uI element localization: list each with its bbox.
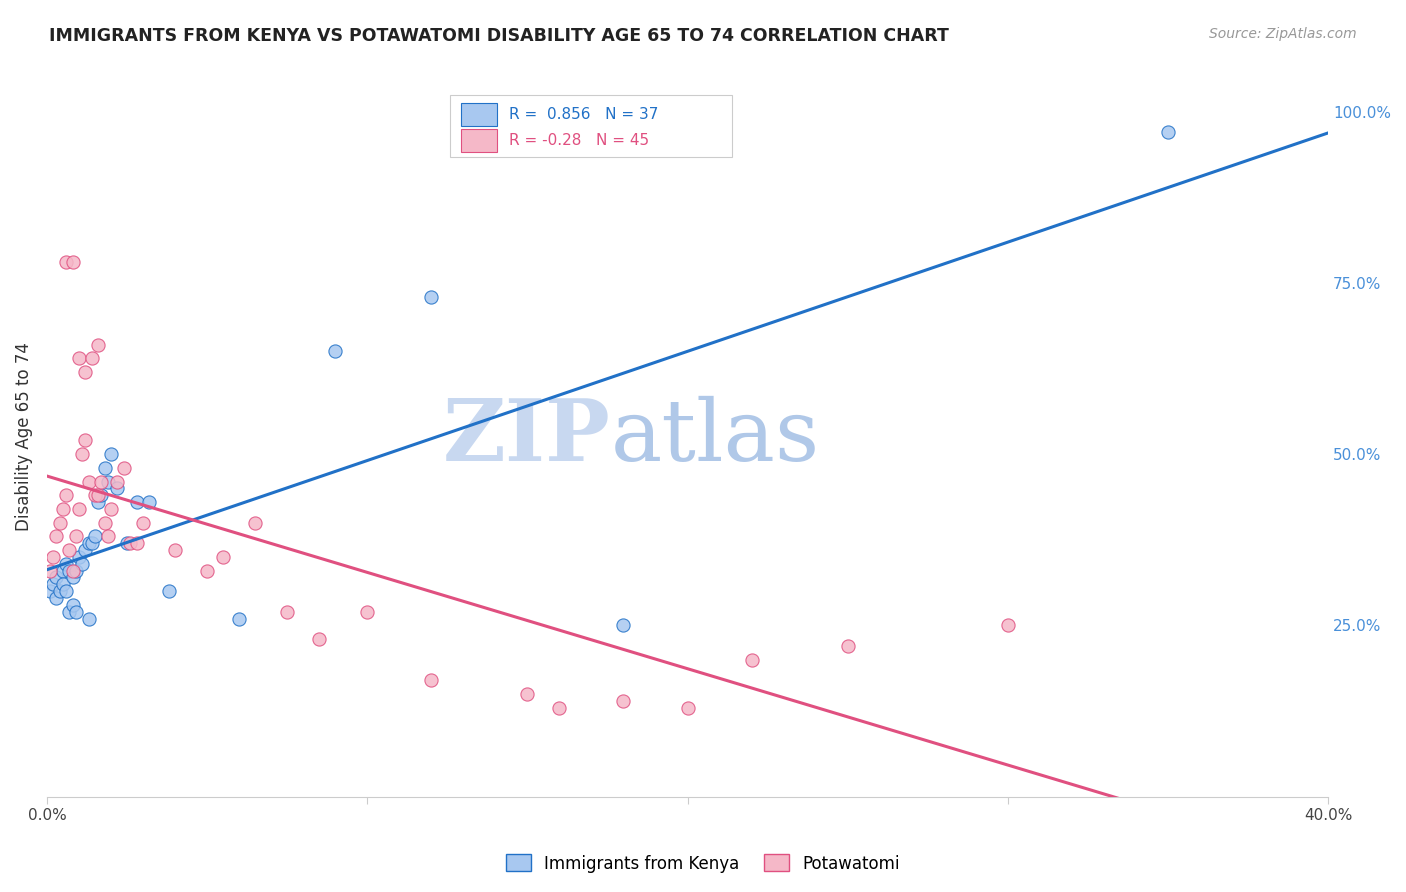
- Text: ZIP: ZIP: [443, 395, 610, 479]
- Point: [52, 502, 75, 516]
- Point: [93, 516, 115, 530]
- Point: [138, 495, 160, 509]
- Point: [70, 447, 93, 461]
- Point: [228, 611, 250, 625]
- Point: [45, 570, 67, 584]
- Point: [112, 461, 135, 475]
- Point: [48, 584, 70, 599]
- Legend: Immigrants from Kenya, Potawatomi: Immigrants from Kenya, Potawatomi: [499, 847, 907, 880]
- Point: [67, 351, 90, 366]
- Point: [612, 618, 634, 632]
- Point: [115, 536, 138, 550]
- Point: [67, 502, 90, 516]
- Point: [52, 564, 75, 578]
- Point: [420, 290, 443, 304]
- Point: [77, 475, 100, 489]
- Point: [676, 700, 699, 714]
- Point: [105, 482, 128, 496]
- Point: [65, 529, 87, 543]
- Point: [612, 694, 634, 708]
- Point: [997, 618, 1019, 632]
- Point: [62, 570, 84, 584]
- Point: [837, 639, 859, 653]
- Point: [120, 536, 142, 550]
- Point: [55, 255, 77, 269]
- FancyBboxPatch shape: [461, 103, 496, 126]
- Point: [75, 543, 97, 558]
- FancyBboxPatch shape: [461, 128, 496, 152]
- Point: [70, 557, 93, 571]
- Text: Source: ZipAtlas.com: Source: ZipAtlas.com: [1209, 27, 1357, 41]
- Point: [65, 605, 87, 619]
- Point: [77, 536, 100, 550]
- Point: [323, 344, 346, 359]
- Point: [1157, 125, 1180, 139]
- Point: [100, 447, 122, 461]
- Point: [276, 605, 298, 619]
- Point: [87, 495, 110, 509]
- Point: [52, 577, 75, 591]
- Point: [39, 564, 62, 578]
- Point: [741, 653, 763, 667]
- Y-axis label: Disability Age 65 to 74: Disability Age 65 to 74: [15, 343, 32, 532]
- Point: [55, 557, 77, 571]
- Point: [62, 598, 84, 612]
- Point: [42, 577, 65, 591]
- Point: [45, 529, 67, 543]
- Point: [132, 516, 155, 530]
- Point: [45, 591, 67, 605]
- Point: [125, 536, 148, 550]
- Point: [80, 351, 103, 366]
- Point: [75, 434, 97, 448]
- Text: IMMIGRANTS FROM KENYA VS POTAWATOMI DISABILITY AGE 65 TO 74 CORRELATION CHART: IMMIGRANTS FROM KENYA VS POTAWATOMI DISA…: [49, 27, 949, 45]
- Point: [90, 488, 112, 502]
- Point: [58, 543, 80, 558]
- Point: [87, 488, 110, 502]
- Point: [84, 488, 107, 502]
- Point: [62, 564, 84, 578]
- Point: [125, 495, 148, 509]
- Point: [243, 516, 266, 530]
- Point: [97, 529, 120, 543]
- FancyBboxPatch shape: [450, 95, 733, 157]
- Point: [420, 673, 443, 688]
- Text: atlas: atlas: [610, 395, 820, 479]
- Point: [67, 549, 90, 564]
- Point: [48, 516, 70, 530]
- Point: [100, 502, 122, 516]
- Point: [93, 461, 115, 475]
- Point: [90, 475, 112, 489]
- Point: [356, 605, 378, 619]
- Point: [97, 475, 120, 489]
- Point: [195, 564, 218, 578]
- Point: [308, 632, 330, 647]
- Point: [75, 365, 97, 379]
- Point: [62, 255, 84, 269]
- Point: [516, 687, 538, 701]
- Point: [55, 488, 77, 502]
- Point: [84, 529, 107, 543]
- Point: [212, 549, 235, 564]
- Point: [77, 611, 100, 625]
- Point: [42, 549, 65, 564]
- Point: [163, 543, 186, 558]
- Point: [548, 700, 571, 714]
- Point: [58, 564, 80, 578]
- Point: [58, 605, 80, 619]
- Point: [39, 584, 62, 599]
- Point: [105, 475, 128, 489]
- Text: R =  0.856   N = 37: R = 0.856 N = 37: [509, 107, 659, 121]
- Point: [80, 536, 103, 550]
- Point: [65, 564, 87, 578]
- Point: [157, 584, 180, 599]
- Point: [55, 584, 77, 599]
- Point: [87, 337, 110, 351]
- Text: R = -0.28   N = 45: R = -0.28 N = 45: [509, 133, 650, 147]
